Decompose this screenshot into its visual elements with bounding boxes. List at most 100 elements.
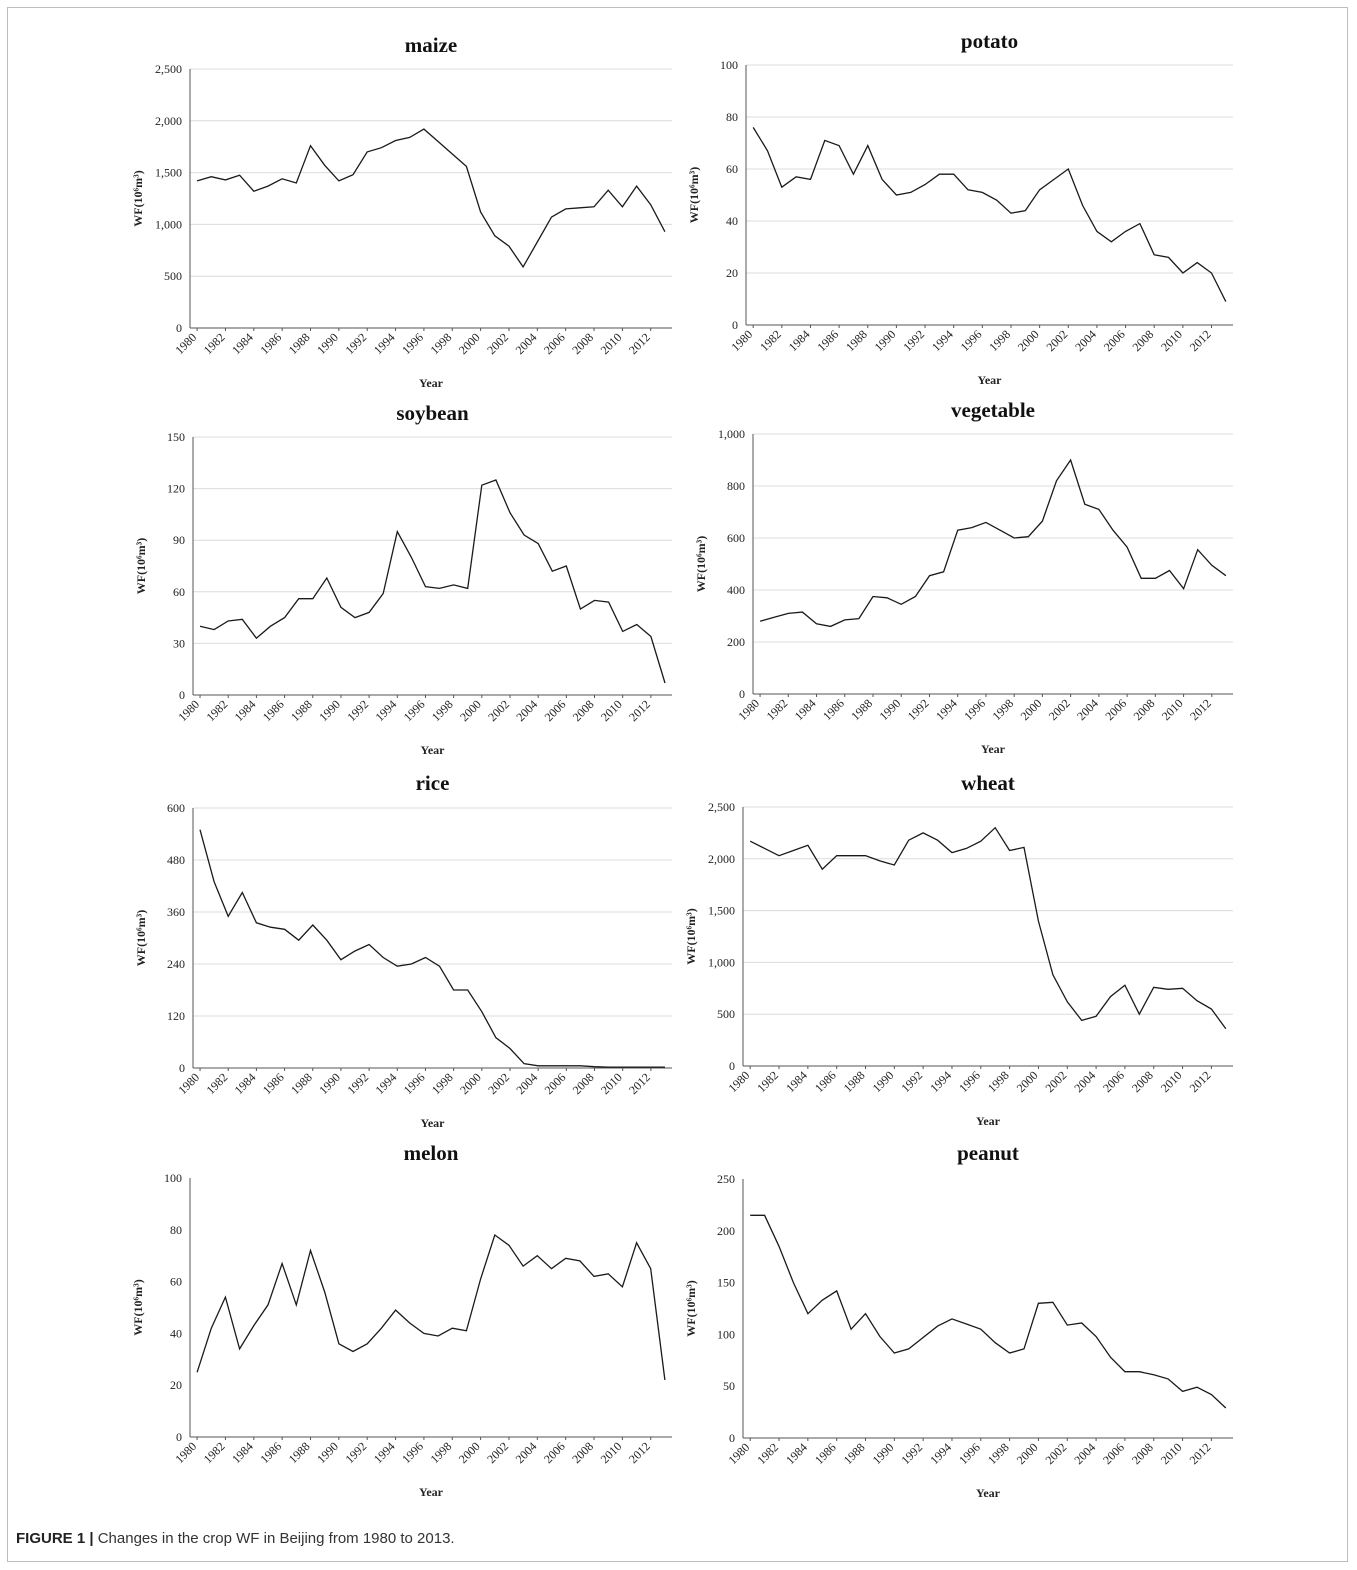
chart-vegetable-xtick-label: 1988 <box>848 696 875 723</box>
chart-melon-xtick-label: 1990 <box>314 1439 341 1466</box>
chart-potato-xtick-label: 1984 <box>786 327 813 354</box>
chart-maize-title: maize <box>405 33 457 57</box>
chart-maize-xtick-label: 2012 <box>626 330 653 357</box>
chart-maize-xtick-label: 2008 <box>569 330 596 357</box>
chart-peanut-xtick-label: 2006 <box>1100 1440 1127 1467</box>
chart-peanut-xtick-label: 1988 <box>841 1440 868 1467</box>
caption-label: FIGURE 1 | <box>16 1530 94 1547</box>
chart-soybean-xtick-label: 1992 <box>344 697 371 724</box>
chart-peanut-xtick-label: 1984 <box>783 1440 810 1467</box>
chart-peanut-ytick-label: 150 <box>717 1276 735 1290</box>
chart-maize-xtick-label: 1982 <box>201 330 228 357</box>
chart-peanut-ylabel: WF(10⁶m³) <box>684 1280 698 1337</box>
chart-melon-ytick-label: 60 <box>170 1275 182 1289</box>
chart-maize-xtick-label: 1986 <box>257 330 284 357</box>
chart-vegetable-xtick-label: 1994 <box>933 696 960 723</box>
chart-vegetable-ytick-label: 600 <box>727 531 745 545</box>
chart-potato-xtick-label: 2008 <box>1129 327 1156 354</box>
chart-potato-xtick-label: 2002 <box>1044 327 1071 354</box>
chart-potato-xtick-label: 2012 <box>1187 327 1214 354</box>
chart-peanut-ytick-label: 250 <box>717 1172 735 1186</box>
chart-maize-xtick-label: 1994 <box>371 330 398 357</box>
chart-potato-ytick-label: 60 <box>726 162 738 176</box>
chart-melon-xtick-label: 1996 <box>399 1439 426 1466</box>
chart-potato-xlabel: Year <box>978 373 1003 387</box>
chart-rice-xtick-label: 1990 <box>316 1070 343 1097</box>
chart-potato-xtick-label: 1986 <box>814 327 841 354</box>
chart-rice-xtick-label: 1996 <box>401 1070 428 1097</box>
chart-soybean-xtick-label: 2006 <box>542 697 569 724</box>
chart-peanut-xtick-label: 2010 <box>1158 1440 1185 1467</box>
chart-rice-xtick-label: 1992 <box>344 1070 371 1097</box>
chart-soybean-ytick-label: 0 <box>179 688 185 702</box>
chart-wheat-series-line <box>749 826 1227 1030</box>
chart-maize-xtick-label: 1998 <box>428 330 455 357</box>
chart-potato-xtick-label: 2000 <box>1015 327 1042 354</box>
chart-vegetable-xtick-label: 2008 <box>1131 696 1158 723</box>
chart-maize-xtick-label: 1996 <box>399 330 426 357</box>
chart-soybean-xtick-label: 1986 <box>260 697 287 724</box>
chart-melon-xtick-label: 1982 <box>201 1439 228 1466</box>
chart-vegetable-xtick-label: 2010 <box>1159 696 1186 723</box>
chart-peanut-xtick-label: 2008 <box>1129 1440 1156 1467</box>
chart-vegetable-ytick-label: 800 <box>727 479 745 493</box>
chart-rice-ytick-label: 0 <box>179 1061 185 1075</box>
chart-peanut-xtick-label: 1992 <box>898 1440 925 1467</box>
chart-wheat-xtick-label: 2012 <box>1187 1068 1214 1095</box>
chart-wheat-xtick-label: 2004 <box>1071 1068 1098 1095</box>
chart-vegetable-ytick-label: 400 <box>727 583 745 597</box>
chart-potato-xtick-label: 1988 <box>843 327 870 354</box>
chart-peanut-ytick-label: 100 <box>717 1327 735 1341</box>
chart-soybean-xlabel: Year <box>421 743 446 757</box>
chart-vegetable-xtick-label: 2012 <box>1187 696 1214 723</box>
chart-potato-xtick-label: 1998 <box>986 327 1013 354</box>
chart-maize-xlabel: Year <box>419 376 444 390</box>
chart-vegetable-xlabel: Year <box>981 742 1006 756</box>
chart-potato-ytick-label: 40 <box>726 214 738 228</box>
chart-melon-series-line <box>196 1233 666 1381</box>
chart-vegetable-xtick-label: 2006 <box>1102 696 1129 723</box>
chart-melon-xtick-label: 1984 <box>229 1439 256 1466</box>
chart-soybean-xtick-label: 2002 <box>485 697 512 724</box>
chart-melon-xtick-label: 2010 <box>598 1439 625 1466</box>
chart-wheat-ytick-label: 2,500 <box>708 800 735 814</box>
figure-frame <box>7 7 1348 1562</box>
chart-melon-xtick-label: 1992 <box>342 1439 369 1466</box>
chart-potato-xtick-label: 1992 <box>900 327 927 354</box>
chart-wheat-xtick-label: 1996 <box>956 1068 983 1095</box>
chart-maize-ytick-label: 2,500 <box>155 62 182 76</box>
chart-vegetable-xtick-label: 2004 <box>1074 696 1101 723</box>
chart-vegetable-xtick-label: 1982 <box>764 696 791 723</box>
chart-soybean-xtick-label: 1998 <box>429 697 456 724</box>
chart-vegetable-ytick-label: 0 <box>739 687 745 701</box>
chart-wheat-ytick-label: 1,000 <box>708 955 735 969</box>
chart-melon-xtick-label: 1986 <box>257 1439 284 1466</box>
chart-soybean-xtick-label: 1982 <box>203 697 230 724</box>
chart-maize-xtick-label: 1992 <box>342 330 369 357</box>
chart-melon-xtick-label: 2012 <box>626 1439 653 1466</box>
chart-wheat-xtick-label: 1990 <box>870 1068 897 1095</box>
chart-melon-ytick-label: 100 <box>164 1171 182 1185</box>
chart-soybean-xtick-label: 2012 <box>626 697 653 724</box>
chart-wheat-xtick-label: 1994 <box>927 1068 954 1095</box>
chart-rice-xtick-label: 1982 <box>203 1070 230 1097</box>
chart-soybean-xtick-label: 1984 <box>232 697 259 724</box>
chart-rice-ylabel: WF(10⁶m³) <box>134 910 148 967</box>
chart-vegetable-xtick-label: 1992 <box>905 696 932 723</box>
chart-peanut-xtick-label: 2012 <box>1187 1440 1214 1467</box>
chart-potato-title: potato <box>961 29 1018 53</box>
chart-potato-series-line <box>752 127 1227 302</box>
chart-maize-xtick-label: 1984 <box>229 330 256 357</box>
chart-rice-xtick-label: 1994 <box>373 1070 400 1097</box>
chart-wheat-xtick-label: 1982 <box>754 1068 781 1095</box>
chart-potato-xtick-label: 2010 <box>1158 327 1185 354</box>
chart-rice-xtick-label: 2010 <box>598 1070 625 1097</box>
chart-soybean-xtick-label: 1988 <box>288 697 315 724</box>
chart-maize-ytick-label: 500 <box>164 269 182 283</box>
